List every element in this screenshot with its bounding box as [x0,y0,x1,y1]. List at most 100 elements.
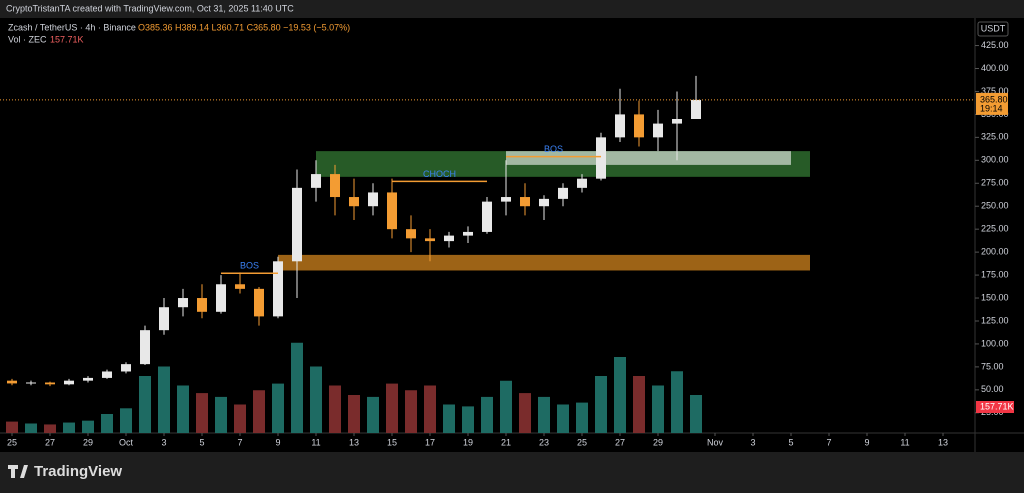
candle-body [672,118,682,124]
candle-body [596,137,606,179]
x-tick-label: 3 [161,437,166,447]
credit-bar [0,0,1024,18]
level-label: CHOCH [423,169,456,179]
candle-body [235,284,245,289]
volume-bar [519,393,531,433]
y-tick-label: 300.00 [981,155,1009,165]
level-label: BOS [240,261,259,271]
y-tick-label: 325.00 [981,132,1009,142]
candle-body [615,114,625,138]
x-tick-label: 21 [501,437,511,447]
candle-body [368,192,378,207]
volume-bar [576,402,588,433]
volume-bar [44,424,56,433]
x-tick-label: 13 [349,437,359,447]
candle-body [653,123,663,138]
x-tick-label: 27 [45,437,55,447]
candle-body [634,114,644,138]
y-tick-label: 50.00 [981,384,1004,394]
candle-body [140,330,150,365]
x-tick-label: 3 [750,437,755,447]
volume-bar [671,371,683,433]
x-tick-label: 5 [199,437,204,447]
brand: TradingView [34,463,122,480]
x-tick-label: 11 [900,437,909,447]
y-tick-label: 100.00 [981,338,1009,348]
candle-body [691,99,701,119]
volume-bar [310,366,322,433]
volume-bar [386,383,398,433]
candle-body [7,380,17,384]
volume-bar [633,376,645,433]
x-tick-label: 11 [311,437,320,447]
volume-bar [6,421,18,433]
volume-bar [690,395,702,433]
x-tick-label: 9 [275,437,280,447]
candle-body [425,238,435,242]
volume-title: Vol · ZEC [8,34,47,44]
zone [506,151,791,165]
level-label: BOS [544,144,563,154]
volume-bar [82,420,94,433]
volume-bar [538,396,550,433]
last-price-label: 365.80 [980,94,1008,104]
candle-body [216,284,226,312]
x-tick-label: 7 [237,437,242,447]
candle-body [102,371,112,378]
candle-body [387,192,397,230]
x-tick-label: 19 [463,437,473,447]
candle-body [311,174,321,188]
chart-title: Zcash / TetherUS · 4h · Binance [8,22,136,32]
x-tick-label: 29 [653,437,663,447]
volume-bar [63,422,75,433]
volume-bar [158,366,170,433]
volume-axis-label: 157.71K [980,401,1014,411]
candle-body [406,229,416,239]
last-price-box [976,92,1008,115]
x-tick-label: 9 [864,437,869,447]
y-tick-label: 225.00 [981,224,1009,234]
x-tick-label: 5 [788,437,793,447]
y-tick-label: 125.00 [981,315,1009,325]
volume-bar [101,414,113,433]
candle-body [463,231,473,236]
candle-body [349,197,359,207]
candle-body [159,307,169,331]
zone [278,254,810,271]
volume-bar [253,390,265,433]
logo [8,465,28,478]
x-tick-label: Oct [119,437,134,447]
volume-bar [215,396,227,433]
volume-bar [367,396,379,433]
candle-body [292,187,302,262]
volume-bar [595,376,607,433]
ohlc: O385.36 H389.14 L360.71 C365.80 −19.53 (… [138,22,350,32]
volume-bar [291,342,303,433]
candle-body [26,382,36,384]
volume-bar [405,390,417,433]
candle-body [197,298,207,312]
x-tick-label: 25 [7,437,17,447]
volume-bar [614,357,626,433]
volume-bar [443,404,455,433]
currency: USDT [981,23,1006,33]
volume-value: 157.71K [50,34,84,44]
x-tick-label: 13 [938,437,948,447]
volume-box [976,401,1014,413]
candle-body [45,382,55,385]
candle-body [482,201,492,232]
candle-body [83,377,93,381]
volume-bar [424,385,436,433]
candle-body [558,187,568,199]
currency-box [977,21,1009,37]
countdown: 19:14 [980,103,1003,113]
volume-bar [329,385,341,433]
y-tick-label: 275.00 [981,178,1009,188]
candle-body [577,178,587,188]
volume-bar [196,393,208,433]
candle-body [501,197,511,202]
volume-bar [234,404,246,433]
candle-body [121,364,131,372]
candle-body [178,298,188,308]
